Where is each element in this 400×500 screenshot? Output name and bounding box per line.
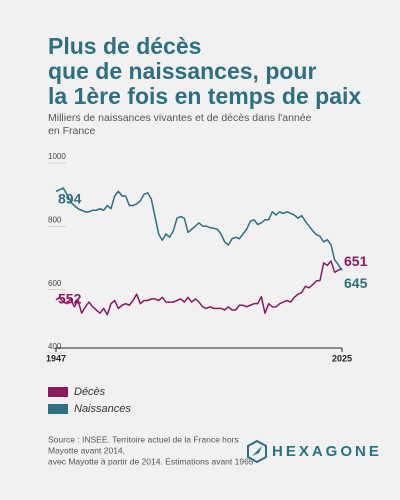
data-label: 651 bbox=[344, 253, 368, 269]
y-tick-label: 1000 bbox=[48, 152, 66, 161]
chart-title: Plus de décès bbox=[48, 33, 201, 59]
subtitle: Milliers de naissances vivantes et de dé… bbox=[48, 112, 312, 124]
data-label: 894 bbox=[58, 190, 82, 206]
line bbox=[55, 260, 343, 316]
source-text: Source : INSEE. Territoire actuel de la … bbox=[48, 434, 239, 444]
line bbox=[55, 187, 343, 271]
subtitle: en France bbox=[48, 125, 95, 137]
logo-hexagon bbox=[247, 439, 267, 464]
logo: HEXAGONE bbox=[247, 439, 382, 464]
logo-icon bbox=[252, 446, 262, 456]
x-tick-label: 1947 bbox=[46, 353, 66, 363]
source: Source : INSEE. Territoire actuel de la … bbox=[48, 434, 254, 466]
data-label: 552 bbox=[58, 291, 82, 307]
brand: HEXAGONE bbox=[272, 443, 382, 460]
y-tick-label: 800 bbox=[48, 215, 62, 224]
legend-label: Naissances bbox=[74, 403, 131, 415]
data-label: 645 bbox=[344, 275, 368, 291]
legend-swatch bbox=[48, 404, 68, 414]
source-text: avec Mayotte à partir de 2014. Estimatio… bbox=[48, 456, 254, 466]
chart-title: que de naissances, pour bbox=[48, 58, 316, 84]
source-text: Mayotte avant 2014, bbox=[48, 445, 125, 455]
y-tick-label: 400 bbox=[48, 342, 62, 351]
y-tick-label: 600 bbox=[48, 279, 62, 288]
legend-label: Décès bbox=[74, 386, 106, 398]
chart-title: la 1ère fois en temps de paix bbox=[48, 83, 361, 109]
x-tick-label: 2025 bbox=[332, 353, 352, 363]
legend-swatch bbox=[48, 387, 68, 397]
